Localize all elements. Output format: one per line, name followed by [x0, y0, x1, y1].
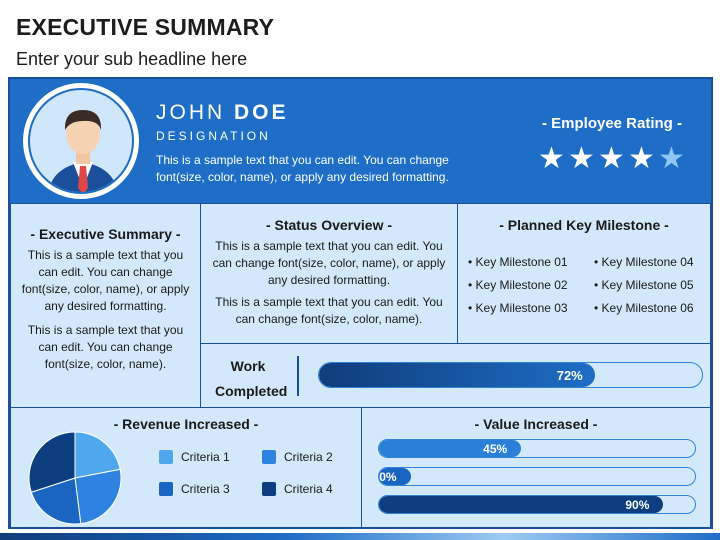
designation: DESIGNATION — [156, 129, 271, 143]
pie-slice-1 — [74, 431, 121, 479]
list-item: • Key Milestone 04 — [594, 255, 694, 269]
work-progress-value: 72% — [556, 367, 583, 383]
star-icon: ★ — [658, 141, 685, 176]
value-bar-2: 10% — [378, 467, 696, 486]
work-completed-panel: Work Completed 72% — [200, 343, 711, 408]
list-item: • Key Milestone 02 — [468, 278, 568, 292]
value-increased-panel: - Value Increased - 45% 10% 90% — [361, 407, 711, 529]
pie-slice-2 — [74, 468, 122, 525]
executive-summary-text-2: This is a sample text that you can edit.… — [27, 323, 184, 371]
star-icon: ★ — [628, 141, 655, 176]
summary-frame: JOHN DOE DESIGNATION This is a sample te… — [8, 77, 713, 529]
rating-title: - Employee Rating - — [541, 115, 683, 132]
star-rating: ★ ★ ★ ★ ★ — [538, 141, 685, 176]
executive-summary-text-1: This is a sample text that you can edit.… — [21, 248, 190, 313]
executive-summary-panel: - Executive Summary - This is a sample t… — [10, 203, 201, 408]
revenue-legend: Criteria 1 Criteria 2 Criteria 3 Criteri… — [159, 450, 365, 496]
value-bar-fill: 10% — [379, 468, 411, 485]
employee-name: JOHN DOE — [156, 101, 289, 125]
pie-slice-3 — [30, 477, 82, 525]
work-progress-bar: 72% — [318, 362, 703, 388]
star-icon: ★ — [568, 141, 595, 176]
status-overview-title: - Status Overview - — [265, 217, 393, 233]
value-bar-fill: 45% — [379, 440, 522, 457]
legend-item: Criteria 1 — [159, 450, 262, 464]
legend-item: Criteria 2 — [262, 450, 365, 464]
star-icon: ★ — [598, 141, 625, 176]
page-subtitle: Enter your sub headline here — [16, 49, 248, 69]
divider — [297, 356, 299, 396]
status-overview-text-2: This is a sample text that you can edit.… — [215, 295, 443, 326]
value-bar-1: 45% — [378, 439, 696, 458]
list-item: • Key Milestone 03 — [468, 301, 568, 315]
page-title: EXECUTIVE SUMMARY — [16, 14, 275, 40]
value-bar-3: 90% — [378, 495, 696, 514]
revenue-title: - Revenue Increased - — [113, 416, 259, 432]
revenue-pie-chart — [28, 431, 122, 525]
planned-milestone-title: - Planned Key Milestone - — [499, 217, 669, 233]
person-avatar-icon — [28, 88, 134, 194]
list-item: • Key Milestone 01 — [468, 255, 568, 269]
milestone-list: • Key Milestone 01 • Key Milestone 04 • … — [468, 254, 714, 317]
legend-item: Criteria 4 — [262, 482, 365, 496]
status-overview-panel: - Status Overview - This is a sample tex… — [200, 203, 458, 344]
value-increased-title: - Value Increased - — [474, 416, 598, 432]
pie-slice-4 — [28, 431, 76, 493]
last-name: DOE — [234, 101, 289, 124]
footer-accent-bar — [0, 533, 720, 540]
profile-header: JOHN DOE DESIGNATION This is a sample te… — [10, 79, 711, 203]
list-item: • Key Milestone 06 — [594, 301, 694, 315]
list-item: • Key Milestone 05 — [594, 278, 694, 292]
work-progress-fill: 72% — [319, 363, 595, 387]
legend-item: Criteria 3 — [159, 482, 262, 496]
profile-description: This is a sample text that you can edit.… — [156, 153, 449, 184]
revenue-panel: - Revenue Increased - Criteria 1 Criteri… — [10, 407, 362, 529]
first-name: JOHN — [156, 101, 226, 124]
planned-milestone-panel: - Planned Key Milestone - • Key Mileston… — [457, 203, 711, 344]
status-overview-text-1: This is a sample text that you can edit.… — [212, 239, 446, 287]
executive-summary-title: - Executive Summary - — [30, 226, 181, 242]
value-bar-fill: 90% — [379, 496, 664, 513]
work-completed-label: Work Completed — [215, 358, 288, 399]
star-icon: ★ — [538, 141, 565, 176]
